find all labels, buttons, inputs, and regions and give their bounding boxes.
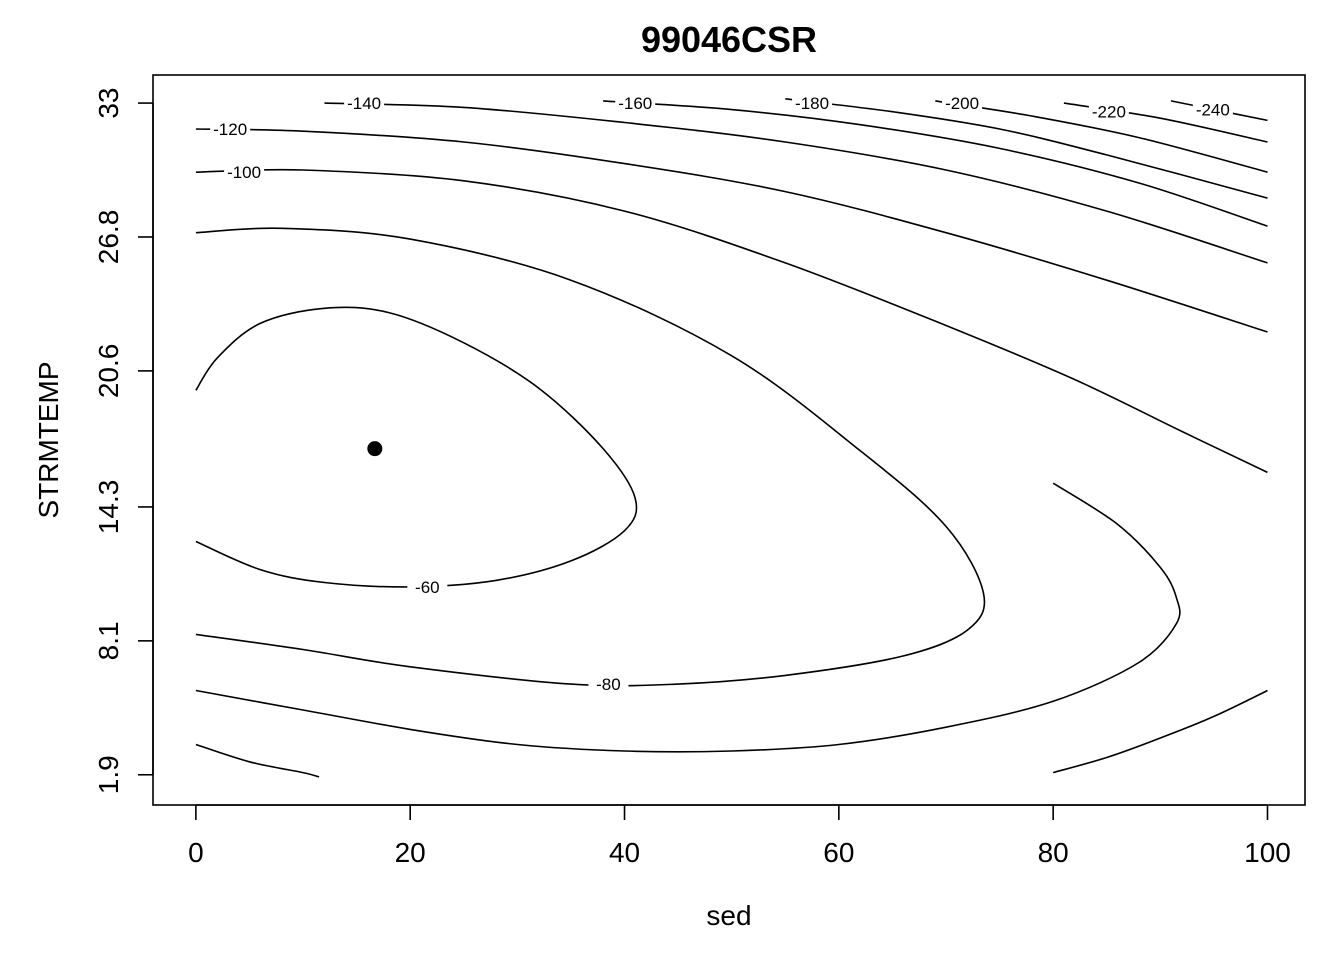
contour-label: -240 [1196,101,1230,120]
contour-label-bg [615,93,656,114]
x-axis-label: sed [706,900,751,931]
plot-frame [152,74,1306,806]
contour-label-bg [344,93,385,114]
contour-label-bg [210,118,251,139]
contour-label: -140 [347,94,381,113]
contour-line [324,102,1268,264]
max-point-marker [367,441,383,457]
chart-title: 99046CSR [641,19,817,60]
y-axis: 1.9 8.1 14.3 20.6 26.8 33 [93,87,154,794]
y-tick-label: 14.3 [93,480,124,534]
y-tick-label: 8.1 [93,621,124,660]
contour-line [1063,102,1268,143]
contour-labels: -60 -80 -100 -120 -140 -160 -180 -200 -220 -240 [210,93,1233,695]
contour-line [195,482,1181,753]
contour-label-bg [792,93,833,114]
x-tick-label: 60 [823,837,854,868]
contour-line [603,100,1268,227]
contour-label: -160 [618,94,652,113]
contour-label-bg [1088,101,1129,122]
contour-line [195,306,638,588]
x-tick-label: 100 [1244,837,1291,868]
contour-label-bg [588,674,629,695]
contour-label-bg [942,93,983,114]
contour-label: -60 [415,578,440,597]
contour-line [195,227,986,687]
y-tick-label: 20.6 [93,344,124,399]
contour-label: -120 [213,120,247,139]
x-tick-label: 20 [395,837,426,868]
contour-label-bg [407,576,448,597]
contour-line [1052,689,1268,774]
contour-line [195,743,320,778]
contour-label: -200 [945,94,979,113]
y-tick-label: 1.9 [93,755,124,794]
contour-label-bg [1192,99,1233,120]
contour-lines [195,98,1268,778]
x-tick-label: 80 [1038,837,1069,868]
contour-label-bg [224,162,265,183]
contour-line [935,100,1268,173]
y-axis-label: STRMTEMP [33,361,64,518]
x-axis: 0 20 40 60 80 100 [188,804,1291,868]
contour-label: -80 [596,675,621,694]
y-tick-label: 26.8 [93,210,124,264]
x-tick-label: 0 [188,837,204,868]
contour-label: -220 [1092,103,1126,122]
x-tick-label: 40 [609,837,640,868]
contour-line [195,168,1268,474]
y-tick-label: 33 [93,87,124,118]
contour-line [195,128,1268,333]
contour-line [785,98,1268,199]
contour-label: -180 [795,94,829,113]
contour-label: -100 [227,163,261,182]
